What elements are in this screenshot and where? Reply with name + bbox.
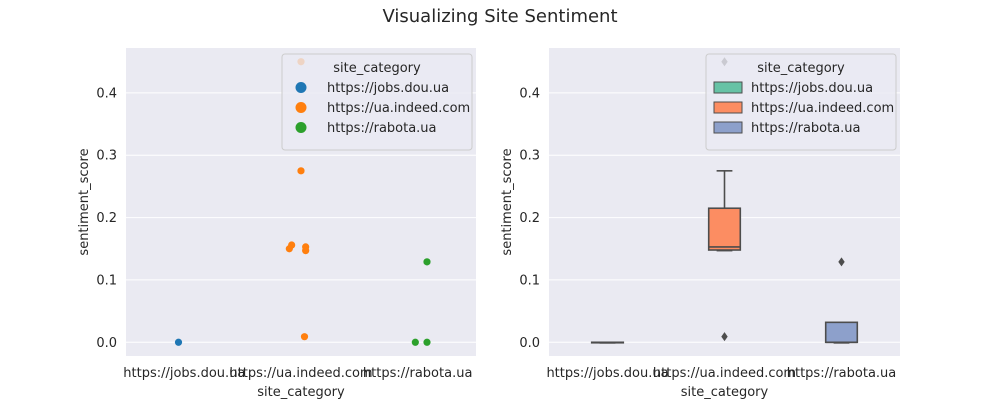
legend-marker [295, 102, 307, 113]
y-tick-label: 0.1 [519, 273, 540, 288]
x-axis-label: site_category [681, 385, 769, 400]
legend: site_category https://jobs.dou.ua https://… [705, 53, 897, 151]
legend-marker [295, 122, 307, 133]
box-body [824, 321, 859, 344]
x-tick-label: https://jobs.dou.ua [123, 366, 245, 381]
y-tick-label: 0.3 [519, 149, 540, 164]
box-body [707, 207, 742, 251]
y-axis-label: sentiment_score [77, 148, 92, 255]
x-tick-label: https://rabota.ua [363, 366, 473, 381]
chart-panel-2: 0.00.10.20.30.4https://jobs.dou.uahttps:… [500, 48, 900, 400]
legend-frame [705, 53, 897, 151]
y-tick-label: 0.3 [96, 149, 117, 164]
x-tick-label: https://rabota.ua [787, 366, 897, 381]
data-point [285, 245, 293, 253]
data-point [300, 333, 309, 341]
legend-title: site_category [757, 61, 845, 76]
y-tick-label: 0.4 [519, 86, 540, 101]
y-tick-label: 0.0 [96, 336, 117, 351]
data-point [297, 167, 305, 175]
x-tick-label: https://ua.indeed.com [229, 366, 372, 381]
data-point [423, 338, 431, 346]
legend-entry: https://ua.indeed.com [751, 101, 894, 116]
legend-entry: https://rabota.ua [327, 121, 437, 136]
legend-entry: https://jobs.dou.ua [751, 81, 873, 96]
data-point [411, 338, 419, 346]
legend-marker [295, 82, 307, 93]
box-flier [721, 332, 728, 342]
y-tick-label: 0.2 [519, 211, 540, 226]
legend-entry: https://jobs.dou.ua [327, 81, 449, 96]
legend-entry: https://ua.indeed.com [327, 101, 470, 116]
data-point [174, 338, 183, 346]
legend: site_category https://jobs.dou.ua https://… [281, 53, 473, 151]
y-tick-label: 0.2 [96, 211, 117, 226]
x-tick-label: https://jobs.dou.ua [546, 366, 668, 381]
figure-title: Visualizing Site Sentiment [382, 6, 617, 27]
y-tick-label: 0.4 [96, 86, 117, 101]
y-tick-label: 0.1 [96, 273, 117, 288]
legend-entry: https://rabota.ua [751, 121, 861, 136]
legend-title: site_category [333, 61, 421, 76]
x-axis-label: site_category [257, 385, 345, 400]
data-point [423, 258, 431, 266]
y-axis-label: sentiment_score [500, 148, 515, 255]
legend-swatch [713, 121, 743, 134]
legend-frame [281, 53, 473, 151]
box-flier [838, 257, 845, 267]
legend-swatch [713, 101, 743, 114]
data-point [302, 247, 310, 255]
x-tick-label: https://ua.indeed.com [653, 366, 796, 381]
chart-panel-1: 0.00.10.20.30.4https://jobs.dou.uahttps:… [77, 48, 476, 400]
legend-swatch [713, 81, 743, 94]
y-tick-label: 0.0 [519, 336, 540, 351]
